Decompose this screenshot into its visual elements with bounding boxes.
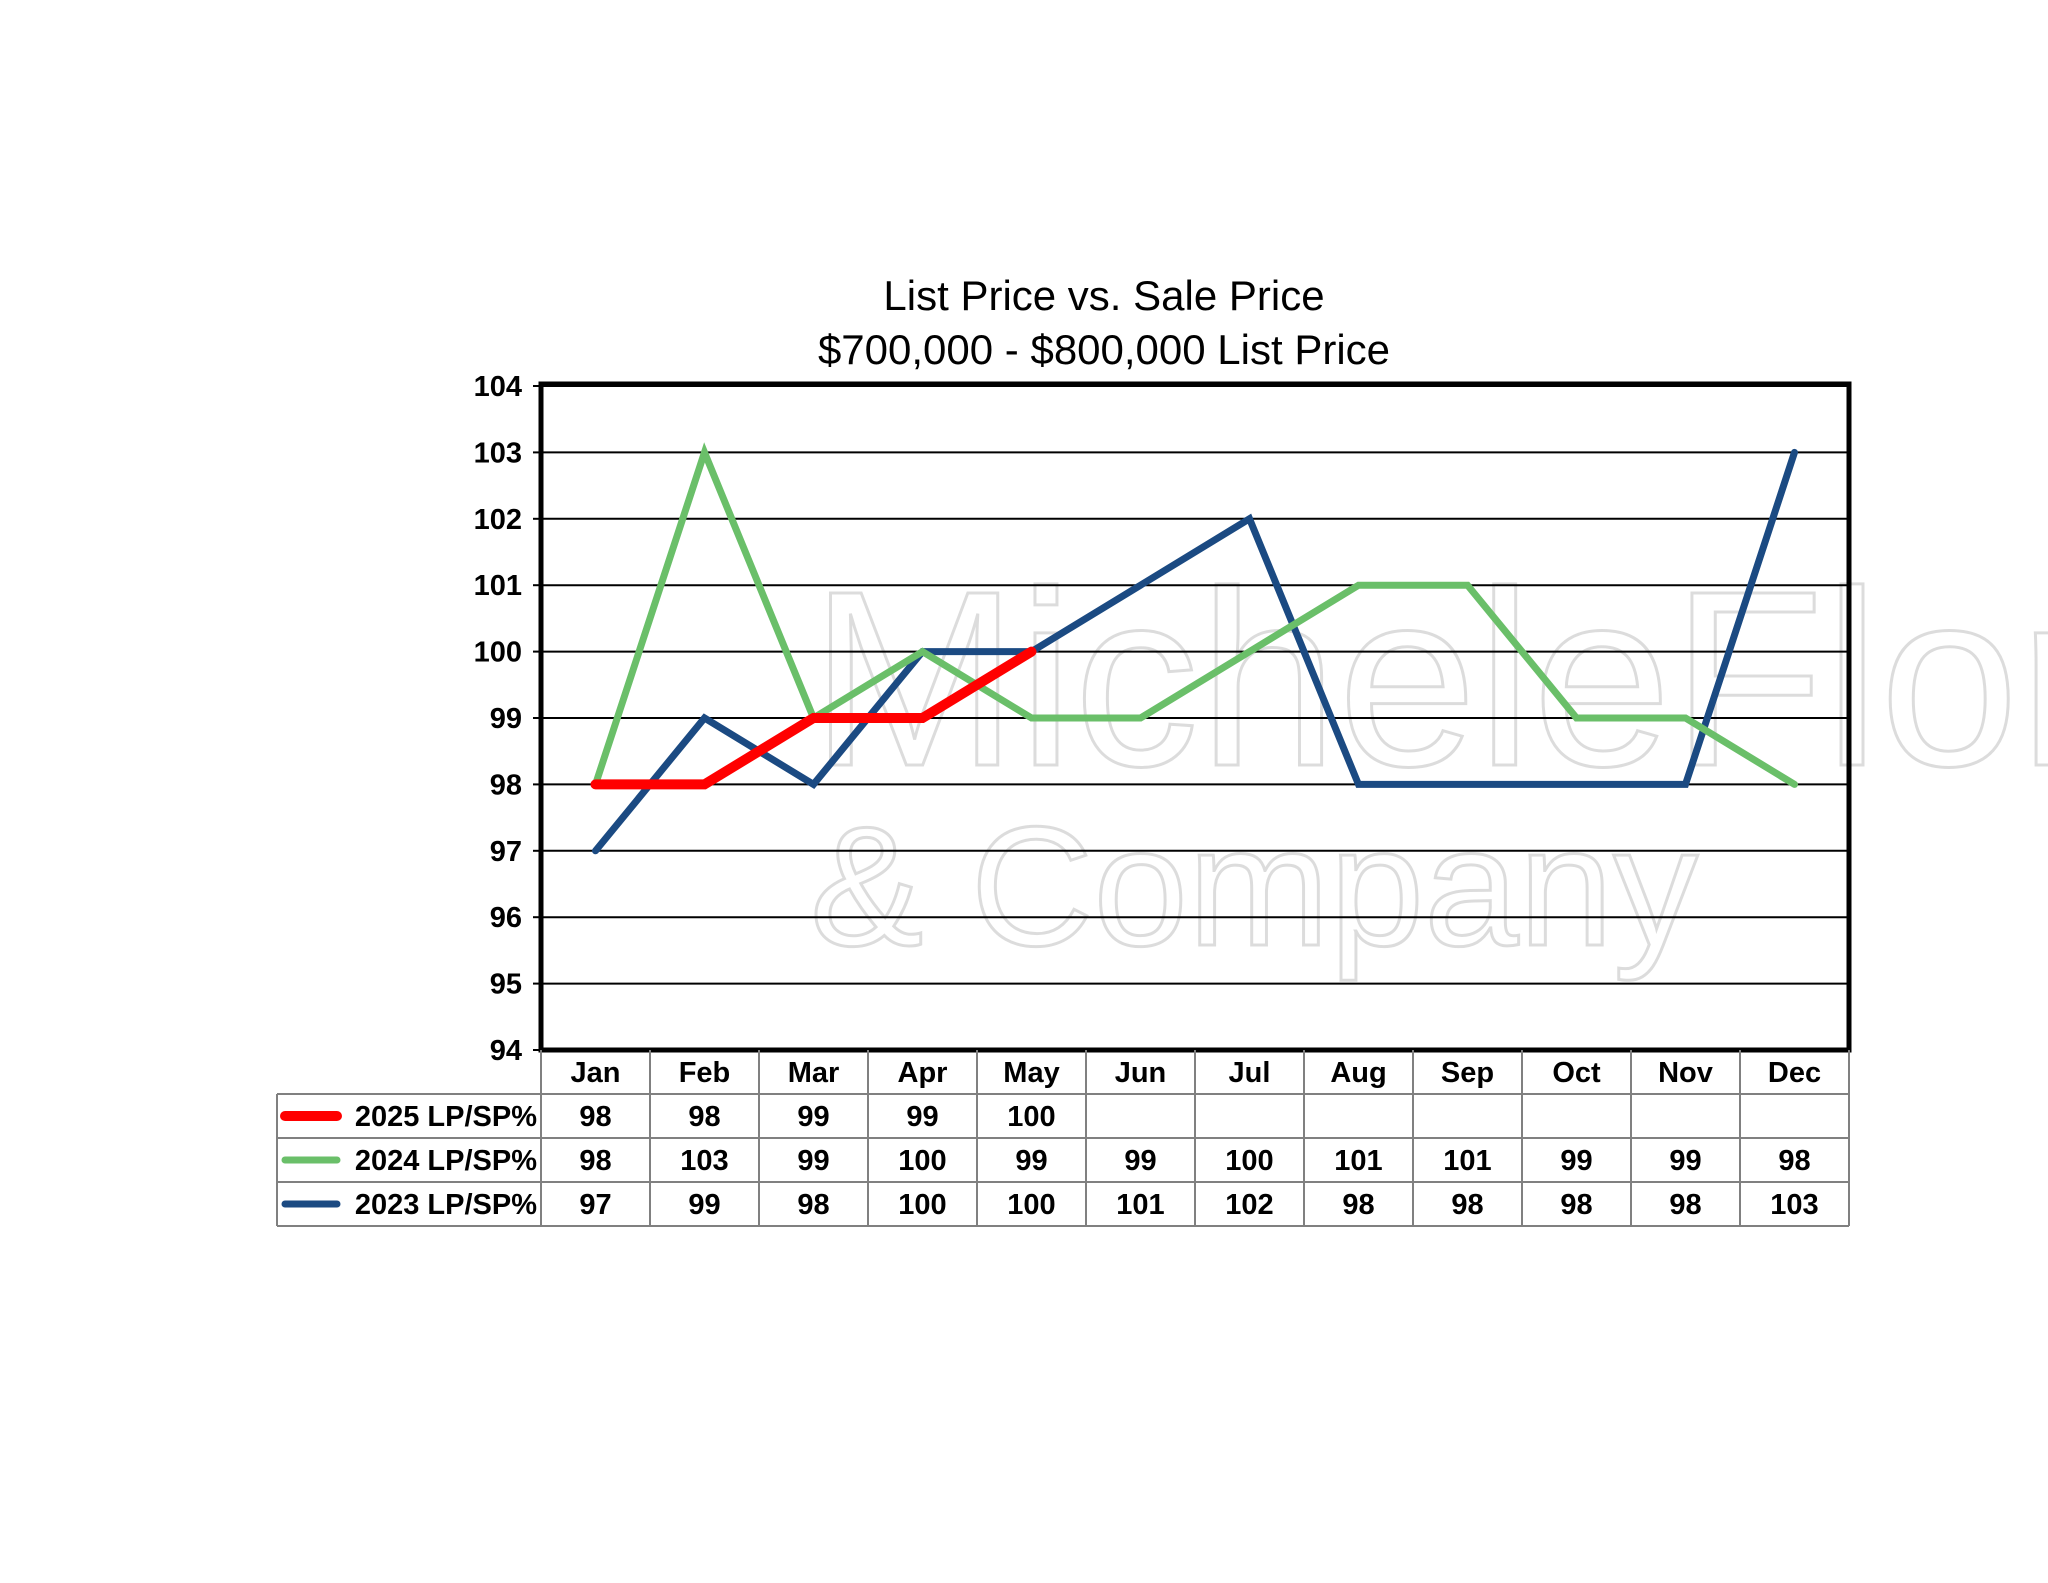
- table-cell-value: 99: [797, 1101, 829, 1133]
- table-cell-value: 99: [1124, 1145, 1156, 1177]
- watermark: MicheleFlory & Company: [809, 538, 2048, 984]
- table-cell-value: 103: [1770, 1189, 1818, 1221]
- table-cell-value: 100: [898, 1145, 946, 1177]
- table-cell-value: 103: [680, 1145, 728, 1177]
- y-axis-tick-labels: 94 95 96 97 98 99 100 101 102 103 104: [474, 371, 522, 1067]
- table-cell-value: 98: [579, 1101, 611, 1133]
- y-tick-label: 95: [490, 969, 522, 1001]
- table-cell-value: 99: [797, 1145, 829, 1177]
- table-cell-value: 101: [1116, 1189, 1164, 1221]
- series-line-2025: [590, 646, 1037, 790]
- table-cell-value: 100: [898, 1189, 946, 1221]
- y-tick-label: 98: [490, 769, 522, 801]
- x-tick-label: Mar: [788, 1057, 840, 1089]
- table-cell-value: 101: [1334, 1145, 1382, 1177]
- table-cell-value: 99: [906, 1101, 938, 1133]
- table-cell-value: 98: [688, 1101, 720, 1133]
- chart-title: List Price vs. Sale Price: [883, 272, 1324, 319]
- series-lines: [590, 442, 1798, 855]
- x-tick-label: Jul: [1229, 1057, 1271, 1089]
- y-tick-label: 97: [490, 836, 522, 868]
- x-tick-label: Aug: [1330, 1057, 1386, 1089]
- table-cell-value: 100: [1225, 1145, 1273, 1177]
- y-tick-label: 103: [474, 437, 522, 469]
- data-table: Jan Feb Mar Apr May Jun Jul Aug Sep Oct Nov Dec 2025…: [276, 1050, 1850, 1227]
- y-tick-label: 100: [474, 637, 522, 669]
- x-tick-label: Feb: [679, 1057, 731, 1089]
- table-cell-value: 99: [688, 1189, 720, 1221]
- table-cell-value: 102: [1225, 1189, 1273, 1221]
- table-cell-value: 97: [579, 1189, 611, 1221]
- y-tick-label: 96: [490, 902, 522, 934]
- table-cell-value: 98: [579, 1145, 611, 1177]
- table-cell-value: 98: [797, 1189, 829, 1221]
- table-cell-value: 100: [1007, 1101, 1055, 1133]
- x-tick-label: Sep: [1441, 1057, 1494, 1089]
- chart-subtitle: $700,000 - $800,000 List Price: [818, 326, 1390, 373]
- legend-label: 2023 LP/SP%: [355, 1189, 537, 1221]
- y-tick-label: 94: [490, 1035, 522, 1067]
- y-tick-label: 102: [474, 504, 522, 536]
- x-tick-label: Jan: [571, 1057, 621, 1089]
- table-cell-value: 98: [1669, 1189, 1701, 1221]
- watermark-line2: & Company: [810, 792, 1698, 982]
- x-tick-label: Apr: [898, 1057, 948, 1089]
- table-cell-value: 98: [1778, 1145, 1810, 1177]
- series-line-2023: [592, 448, 1798, 855]
- table-cell-value: 98: [1342, 1189, 1374, 1221]
- y-tick-label: 99: [490, 703, 522, 735]
- x-tick-label: Oct: [1552, 1057, 1601, 1089]
- x-tick-label: Jun: [1115, 1057, 1167, 1089]
- table-cell-value: 99: [1669, 1145, 1701, 1177]
- legend-label: 2024 LP/SP%: [355, 1145, 537, 1177]
- table-cell-value: 100: [1007, 1189, 1055, 1221]
- table-cell-value: 98: [1451, 1189, 1483, 1221]
- y-tick-label: 101: [474, 570, 522, 602]
- x-tick-label: Nov: [1658, 1057, 1713, 1089]
- table-cell-value: 101: [1443, 1145, 1491, 1177]
- table-cell-value: 99: [1015, 1145, 1047, 1177]
- table-cell-value: 98: [1560, 1189, 1592, 1221]
- table-cell-value: 99: [1560, 1145, 1592, 1177]
- x-tick-label: May: [1003, 1057, 1059, 1089]
- y-tick-label: 104: [474, 371, 522, 403]
- legend-label: 2025 LP/SP%: [355, 1101, 537, 1133]
- series-line-2024: [592, 442, 1798, 788]
- x-tick-label: Dec: [1768, 1057, 1821, 1089]
